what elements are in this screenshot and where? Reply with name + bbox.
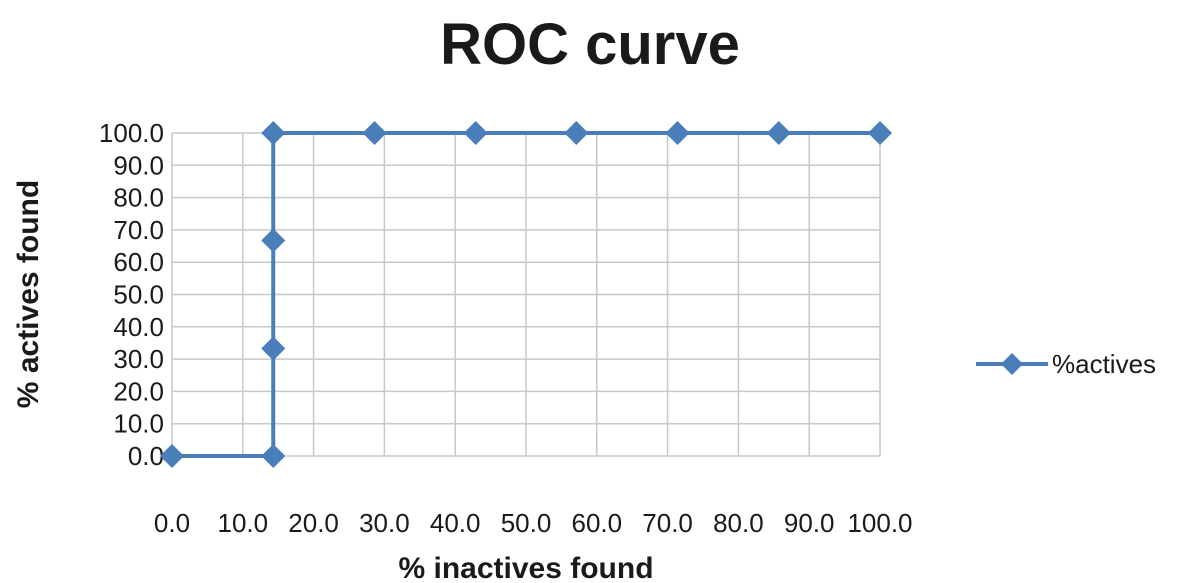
y-tick-label: 30.0 xyxy=(113,344,164,374)
chart-title: ROC curve xyxy=(440,12,740,77)
y-tick-label: 70.0 xyxy=(113,215,164,245)
x-axis-ticks: 0.0 10.0 20.0 30.0 40.0 50.0 60.0 70.0 80.0 90.0 1… xyxy=(154,508,913,538)
x-tick-label: 10.0 xyxy=(217,508,268,538)
y-axis-label: % actives found xyxy=(12,180,45,408)
x-tick-label: 20.0 xyxy=(288,508,339,538)
y-tick-label: 100.0 xyxy=(99,118,164,148)
y-tick-label: 60.0 xyxy=(113,247,164,277)
data-point-marker xyxy=(160,444,184,468)
data-point-marker xyxy=(868,121,892,145)
x-tick-label: 30.0 xyxy=(359,508,410,538)
x-tick-label: 50.0 xyxy=(501,508,552,538)
data-point-marker xyxy=(261,444,286,468)
data-point-marker xyxy=(261,336,286,361)
data-point-marker xyxy=(261,121,286,145)
y-tick-label: 90.0 xyxy=(113,150,164,180)
data-point-marker xyxy=(665,121,690,145)
y-tick-label: 20.0 xyxy=(113,376,164,406)
y-tick-label: 80.0 xyxy=(113,183,164,213)
y-tick-label: 50.0 xyxy=(113,280,164,310)
data-point-marker xyxy=(261,228,286,253)
x-axis-label: % inactives found xyxy=(398,552,653,583)
legend: %actives xyxy=(976,349,1156,379)
x-tick-label: 70.0 xyxy=(642,508,693,538)
y-axis-ticks: 0.010.020.030.040.050.060.070.080.090.01… xyxy=(99,118,164,471)
grid xyxy=(171,132,881,457)
x-tick-label: 100.0 xyxy=(847,508,912,538)
x-tick-label: 80.0 xyxy=(713,508,764,538)
data-point-marker xyxy=(564,121,589,145)
y-tick-label: 10.0 xyxy=(113,409,164,439)
data-point-marker xyxy=(766,121,791,145)
legend-marker-diamond xyxy=(1001,353,1023,375)
x-tick-label: 90.0 xyxy=(784,508,835,538)
y-tick-label: 40.0 xyxy=(113,312,164,342)
legend-label: %actives xyxy=(1052,349,1156,379)
x-tick-label: 60.0 xyxy=(571,508,622,538)
data-point-marker xyxy=(362,121,387,145)
x-tick-label: 40.0 xyxy=(430,508,481,538)
series-layer xyxy=(160,121,892,468)
x-tick-label: 0.0 xyxy=(154,508,190,538)
y-tick-label: 0.0 xyxy=(128,441,164,471)
data-point-marker xyxy=(463,121,488,145)
